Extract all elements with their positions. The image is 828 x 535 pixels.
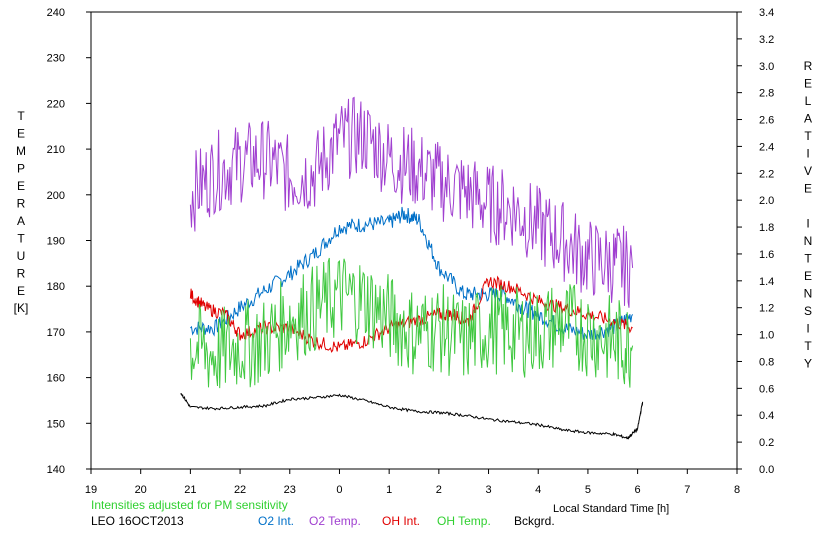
y-tick-label-right: 2.4 — [759, 141, 774, 153]
y-tick-label-left: 200 — [47, 190, 65, 202]
x-tick-label: 3 — [485, 484, 491, 496]
y-tick-label-right: 0.4 — [759, 410, 774, 422]
axis-label-letter: I — [806, 217, 809, 231]
legend-oh-int: OH Int. — [382, 514, 420, 528]
series-line-oh-int — [189, 275, 633, 353]
axis-label-letter: Y — [804, 357, 812, 371]
axis-label-letter: L — [805, 94, 812, 108]
y-tick-label-right: 3.2 — [759, 34, 774, 46]
axis-label-letter: A — [17, 214, 25, 228]
y-tick-label-left: 180 — [47, 281, 65, 293]
y-tick-label-right: 0.8 — [759, 356, 774, 368]
x-tick-label: 22 — [234, 484, 246, 496]
legend-oh-temp: OH Temp. — [437, 514, 491, 528]
y-tick-label-right: 0.0 — [759, 464, 774, 476]
axis-label-letter: U — [17, 249, 26, 263]
y-tick-label-right: 1.0 — [759, 330, 774, 342]
y-tick-label-left: 170 — [47, 327, 65, 339]
y-tick-label-right: 1.4 — [759, 276, 774, 288]
y-tick-label-left: 230 — [47, 53, 65, 65]
axis-label-letter: R — [804, 59, 813, 73]
x-tick-label: 2 — [436, 484, 442, 496]
y-axis-unit-left: [K] — [14, 301, 29, 315]
x-tick-label: 20 — [135, 484, 147, 496]
x-tick-label: 1 — [386, 484, 392, 496]
x-tick-label: 4 — [535, 484, 541, 496]
y-tick-label-right: 1.2 — [759, 303, 774, 315]
y-tick-label-left: 150 — [47, 418, 65, 430]
y-tick-label-right: 1.6 — [759, 249, 774, 261]
axis-label-letter: T — [17, 109, 25, 123]
x-tick-label: 19 — [85, 484, 97, 496]
y-tick-label-left: 220 — [47, 98, 65, 110]
x-tick-label: 6 — [635, 484, 641, 496]
y-tick-label-right: 1.8 — [759, 222, 774, 234]
series-line-o2-temp — [189, 96, 634, 308]
axis-label-letter: T — [804, 252, 812, 266]
axis-label-letter: E — [17, 284, 25, 298]
y-tick-label-right: 2.0 — [759, 195, 774, 207]
x-tick-label: 0 — [336, 484, 342, 496]
y-tick-label-left: 240 — [47, 7, 65, 19]
series-layer — [180, 96, 644, 440]
x-tick-label: 5 — [585, 484, 591, 496]
series-line-oh-temp — [189, 257, 634, 389]
axis-label-letter: T — [804, 339, 812, 353]
y-tick-label-right: 0.6 — [759, 383, 774, 395]
y-tick-label-left: 210 — [47, 144, 65, 156]
axis-label-letter: E — [804, 182, 812, 196]
y-tick-label-left: 140 — [47, 464, 65, 476]
y-tick-label-left: 160 — [47, 373, 65, 385]
y-tick-label-right: 2.6 — [759, 115, 774, 127]
axis-label-letter: N — [804, 234, 813, 248]
y-tick-label-right: 2.2 — [759, 168, 774, 180]
axis-label-letter: I — [806, 147, 809, 161]
x-tick-label: 23 — [284, 484, 296, 496]
axis-label-letter: T — [804, 129, 812, 143]
plot-frame — [90, 11, 738, 470]
legend-bckgrd: Bckgrd. — [514, 514, 555, 528]
y-tick-label-left: 190 — [47, 236, 65, 248]
series-line-bckgrd — [180, 393, 644, 440]
axis-label-letter: N — [804, 287, 813, 301]
legend-o2-temp: O2 Temp. — [309, 514, 361, 528]
axis-label-letter: S — [804, 304, 812, 318]
y-tick-label-right: 3.0 — [759, 61, 774, 73]
axis-label-letter: E — [17, 179, 25, 193]
tick-layer: 2402302202102001901801701601501403.43.23… — [47, 7, 775, 496]
axis-label-letter: E — [804, 269, 812, 283]
station-label: LEO 16OCT2013 — [91, 514, 184, 528]
axis-label-letter: V — [804, 164, 812, 178]
axis-label-letter: E — [804, 77, 812, 91]
y-tick-label-right: 3.4 — [759, 7, 774, 19]
y-tick-label-right: 2.8 — [759, 88, 774, 100]
x-axis-label: Local Standard Time [h] — [553, 503, 669, 515]
axis-label-letter: I — [806, 322, 809, 336]
x-tick-label: 21 — [184, 484, 196, 496]
axis-label-letter: M — [16, 144, 26, 158]
x-tick-label: 7 — [684, 484, 690, 496]
legend-o2-int: O2 Int. — [258, 514, 294, 528]
axis-label-letter: P — [17, 162, 25, 176]
axis-label-letter: T — [17, 232, 25, 246]
axis-label-letter: R — [17, 267, 26, 281]
axis-label-letter: A — [804, 112, 812, 126]
axis-label-letter: R — [17, 197, 26, 211]
x-tick-label: 8 — [734, 484, 740, 496]
y-tick-label-right: 0.2 — [759, 437, 774, 449]
note-text: Intensities adjusted for PM sensitivity — [91, 498, 288, 512]
axis-label-letter: E — [17, 127, 25, 141]
